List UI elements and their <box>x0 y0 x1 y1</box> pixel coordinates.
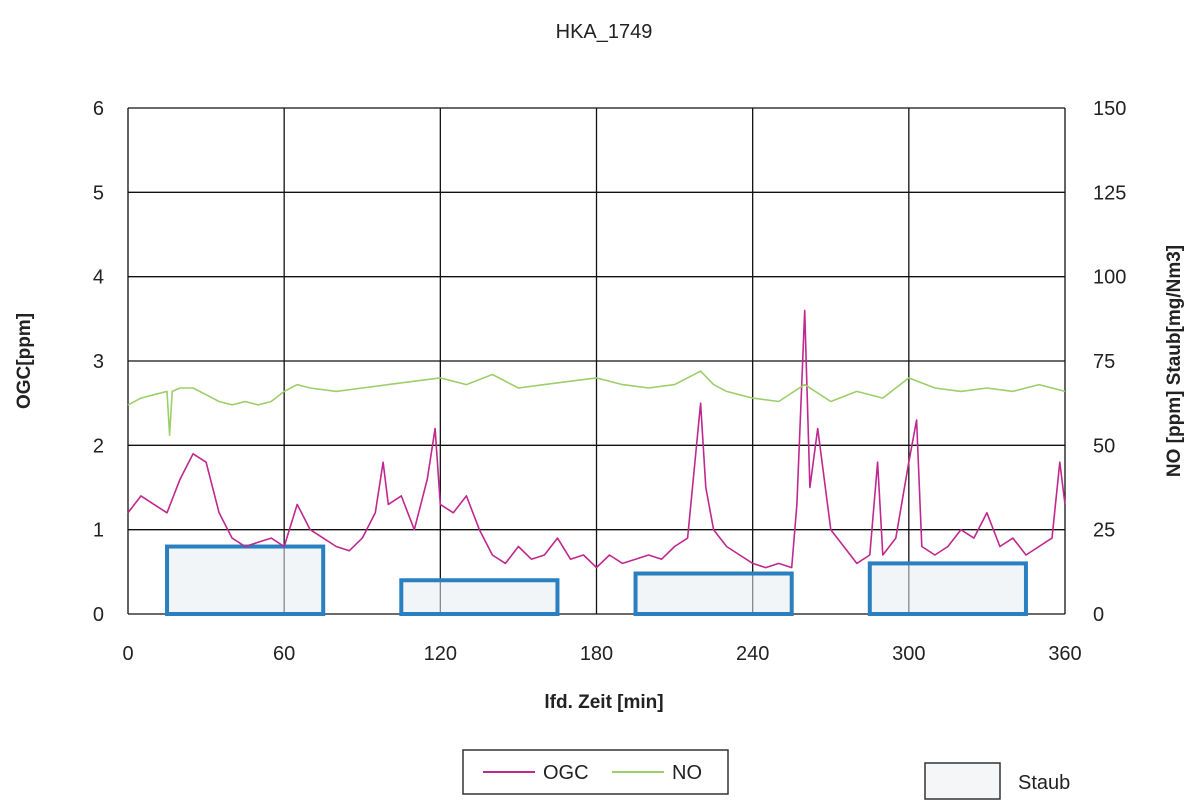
x-tick-labels: 0 60 120 180 240 300 360 <box>122 643 1081 665</box>
y-left-tick-label: 1 <box>93 520 104 542</box>
legend-no-label: NO <box>672 762 702 784</box>
y-right-tick-label: 25 <box>1093 520 1115 542</box>
y-right-tick-label: 100 <box>1093 267 1126 289</box>
x-tick-label: 300 <box>892 643 925 665</box>
y-left-axis-label: OGC[ppm] <box>14 313 35 409</box>
legend: OGC NO <box>462 749 729 795</box>
y-left-tick-label: 5 <box>93 182 104 204</box>
staub-bar <box>165 544 326 616</box>
x-tick-label: 120 <box>424 643 457 665</box>
x-axis-label: lfd. Zeit [min] <box>544 692 663 713</box>
x-tick-label: 240 <box>736 643 769 665</box>
y-right-tick-label: 50 <box>1093 435 1115 457</box>
y-right-axis-label: NO [ppm] Staub[mg/Nm3] <box>1164 245 1185 477</box>
legend-ogc-label: OGC <box>543 762 589 784</box>
y-left-tick-labels: 0 1 2 3 4 5 6 <box>93 98 104 626</box>
staub-bar <box>399 578 560 616</box>
legend-staub: Staub <box>924 762 1070 800</box>
y-left-tick-label: 2 <box>93 435 104 457</box>
x-tick-label: 0 <box>122 643 133 665</box>
y-right-tick-labels: 0 25 50 75 100 125 150 <box>1093 98 1126 626</box>
y-left-tick-label: 3 <box>93 351 104 373</box>
staub-bar <box>867 561 1028 617</box>
y-right-tick-label: 75 <box>1093 351 1115 373</box>
legend-staub-label: Staub <box>1018 772 1070 794</box>
y-left-tick-label: 0 <box>93 604 104 626</box>
series-line-no <box>127 370 1066 437</box>
chart-title: HKA_1749 <box>556 21 653 43</box>
staub-bar <box>633 571 794 617</box>
series-lines <box>127 309 1066 569</box>
series-line-ogc <box>127 309 1066 569</box>
y-right-tick-label: 150 <box>1093 98 1126 120</box>
x-tick-label: 60 <box>273 643 295 665</box>
legend-staub-swatch <box>924 762 1001 800</box>
y-right-tick-label: 0 <box>1093 604 1104 626</box>
x-tick-label: 180 <box>580 643 613 665</box>
x-tick-label: 360 <box>1048 643 1081 665</box>
y-left-tick-label: 6 <box>93 98 104 120</box>
staub-bars <box>165 544 1028 617</box>
y-left-tick-label: 4 <box>93 267 104 289</box>
y-right-tick-label: 125 <box>1093 182 1126 204</box>
